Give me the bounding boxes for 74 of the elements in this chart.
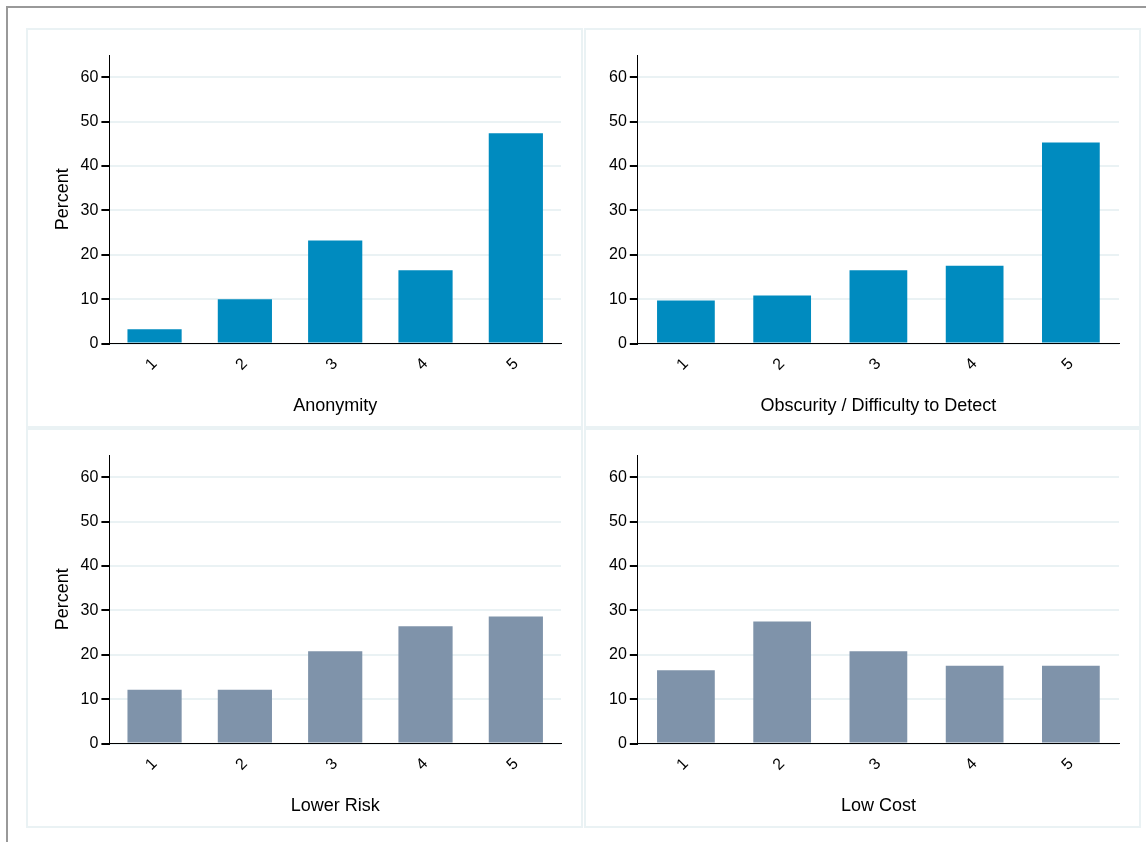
x-tick-label: 4 bbox=[412, 354, 431, 373]
y-tick-label: 0 bbox=[617, 733, 627, 751]
y-tick-label: 20 bbox=[80, 245, 99, 263]
x-tick-label: 2 bbox=[231, 354, 251, 373]
bar bbox=[657, 300, 715, 343]
y-tick-label: 10 bbox=[80, 289, 99, 307]
x-tick-label: 4 bbox=[961, 754, 980, 773]
bar bbox=[217, 689, 272, 743]
y-tick-label: 20 bbox=[609, 245, 627, 263]
y-tick-label: 60 bbox=[80, 467, 99, 485]
x-axis-title: Lower Risk bbox=[290, 795, 381, 816]
y-tick-label: 30 bbox=[80, 200, 99, 218]
x-axis-title: Anonymity bbox=[293, 395, 378, 416]
bar bbox=[849, 270, 908, 343]
y-tick-label: 60 bbox=[609, 467, 627, 485]
y-tick-label: 40 bbox=[80, 556, 99, 574]
y-tick-label: 60 bbox=[80, 67, 99, 85]
x-tick-label: 3 bbox=[322, 754, 341, 773]
x-tick-label: 5 bbox=[502, 354, 522, 373]
x-tick-label: 3 bbox=[322, 354, 341, 373]
bar bbox=[849, 651, 908, 743]
x-tick-label: 5 bbox=[1057, 354, 1077, 373]
bar bbox=[398, 626, 453, 743]
x-tick-label: 2 bbox=[231, 754, 251, 773]
bar bbox=[945, 265, 1004, 343]
x-axis-title: Low Cost bbox=[840, 795, 916, 816]
bar bbox=[308, 240, 363, 343]
y-tick-label: 30 bbox=[80, 600, 99, 618]
x-tick-label: 3 bbox=[865, 754, 884, 773]
y-axis-title: Percent bbox=[51, 568, 72, 631]
y-tick-label: 50 bbox=[80, 511, 99, 529]
y-tick-label: 40 bbox=[80, 156, 99, 174]
bar bbox=[127, 689, 182, 743]
x-tick-label: 1 bbox=[141, 354, 160, 373]
y-tick-label: 50 bbox=[609, 511, 627, 529]
y-tick-label: 60 bbox=[609, 67, 627, 85]
bar bbox=[657, 670, 715, 743]
y-tick-label: 40 bbox=[609, 556, 627, 574]
bar bbox=[398, 270, 453, 343]
y-tick-label: 20 bbox=[609, 645, 627, 663]
y-tick-label: 30 bbox=[609, 600, 627, 618]
bar bbox=[127, 329, 182, 343]
y-tick-label: 50 bbox=[80, 111, 99, 129]
y-tick-label: 50 bbox=[609, 111, 627, 129]
bar bbox=[1042, 665, 1100, 743]
x-axis-title: Obscurity / Difficulty to Detect bbox=[760, 395, 997, 416]
x-tick-label: 1 bbox=[672, 754, 692, 773]
bar bbox=[488, 616, 543, 743]
x-tick-label: 3 bbox=[865, 354, 884, 373]
y-axis-title: Percent bbox=[51, 168, 72, 231]
y-tick-label: 10 bbox=[80, 689, 99, 707]
y-tick-label: 30 bbox=[609, 200, 627, 218]
y-tick-label: 0 bbox=[89, 333, 99, 351]
x-tick-label: 5 bbox=[502, 754, 522, 773]
y-tick-label: 10 bbox=[609, 689, 627, 707]
x-tick-label: 4 bbox=[961, 354, 980, 373]
x-tick-label: 2 bbox=[769, 754, 788, 773]
bar bbox=[1042, 142, 1100, 343]
bar bbox=[753, 295, 812, 343]
y-tick-label: 0 bbox=[617, 333, 627, 351]
y-tick-label: 40 bbox=[609, 156, 627, 174]
x-tick-label: 1 bbox=[672, 354, 692, 373]
y-tick-label: 0 bbox=[89, 733, 99, 751]
bar bbox=[488, 133, 543, 343]
x-tick-label: 1 bbox=[141, 754, 160, 773]
bar bbox=[308, 651, 363, 743]
x-tick-label: 2 bbox=[769, 354, 788, 373]
y-tick-label: 20 bbox=[80, 645, 99, 663]
bar bbox=[945, 665, 1004, 743]
y-tick-label: 10 bbox=[609, 289, 627, 307]
bar bbox=[753, 621, 812, 743]
x-tick-label: 5 bbox=[1057, 754, 1077, 773]
bar bbox=[217, 299, 272, 343]
x-tick-label: 4 bbox=[412, 754, 431, 773]
